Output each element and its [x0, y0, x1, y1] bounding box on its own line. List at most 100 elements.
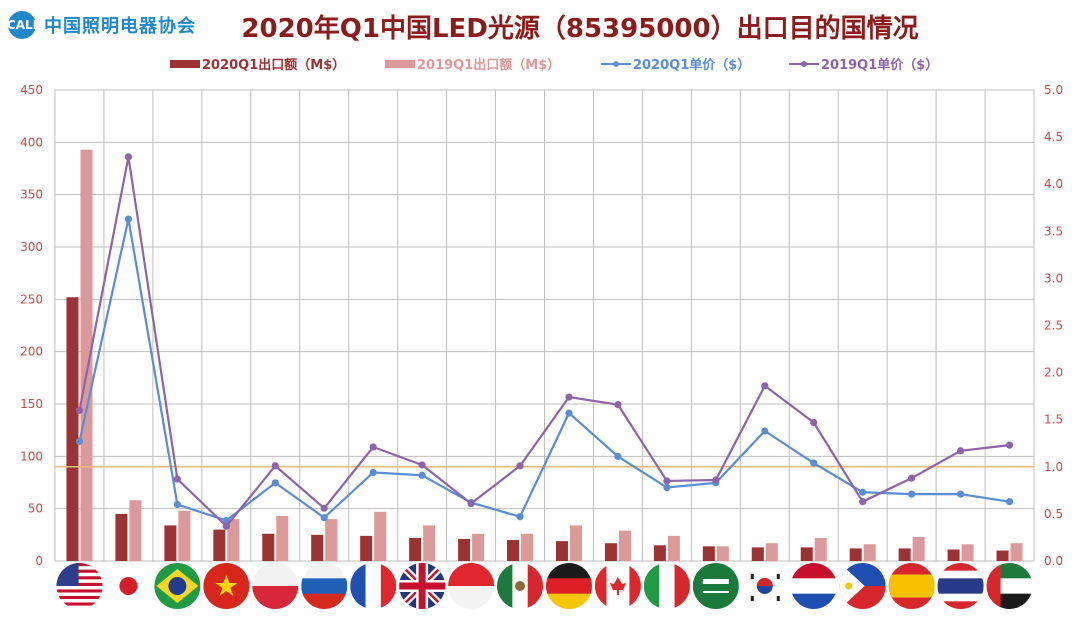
flag-part	[215, 575, 238, 596]
flag-part	[702, 579, 729, 584]
bar-2020	[213, 529, 226, 561]
point-2020	[859, 488, 867, 496]
flag-netherlands-icon	[790, 563, 837, 609]
flag-canada-icon	[594, 563, 641, 609]
point-2020	[1005, 498, 1014, 506]
flag-part	[350, 563, 367, 609]
point-2019	[1005, 441, 1014, 449]
flag-part	[937, 578, 984, 594]
flag-part	[56, 599, 103, 603]
flag-russia-icon	[301, 563, 348, 609]
flag-part	[56, 563, 103, 567]
bar-2019	[1010, 543, 1023, 561]
point-2019	[810, 418, 818, 427]
bar-2020	[898, 548, 911, 561]
flag-uae-icon	[986, 563, 1033, 609]
point-2019	[565, 393, 573, 401]
flag-part	[776, 574, 780, 579]
flag-part	[380, 563, 397, 609]
y-left-tick-label: 350	[20, 188, 43, 202]
flag-part	[56, 576, 103, 580]
bar-2020	[311, 534, 324, 561]
flag-part	[692, 563, 739, 609]
bar-2020	[653, 545, 666, 561]
flag-part	[776, 596, 780, 601]
flag-vietnam-icon	[203, 563, 250, 609]
bar-2020	[507, 540, 520, 561]
point-2020	[663, 483, 671, 492]
bar-2020	[409, 537, 422, 561]
flag-part	[56, 605, 103, 609]
bar-2020	[604, 543, 617, 561]
flag-part	[448, 563, 495, 587]
point-2020	[614, 452, 622, 461]
legend-marker-2	[613, 61, 619, 67]
bar-2020	[66, 297, 79, 561]
flag-part	[545, 593, 592, 609]
y-left-tick-label: 300	[20, 240, 43, 254]
bar-2019	[227, 519, 240, 561]
flag-part	[418, 563, 426, 609]
bar-2019	[618, 530, 631, 561]
flag-part	[545, 578, 592, 595]
flag-germany-icon	[545, 563, 592, 609]
flag-part	[756, 578, 773, 586]
point-2020	[75, 437, 84, 445]
flag-part	[609, 577, 626, 595]
bar-2020	[458, 539, 471, 561]
flag-part	[56, 592, 103, 596]
flag-uk-icon	[399, 563, 446, 609]
bar-2020	[751, 547, 764, 561]
point-2020	[956, 490, 965, 498]
bar-2020	[800, 547, 813, 561]
bar-2019	[80, 149, 93, 561]
point-2019	[75, 406, 84, 414]
flag-part	[888, 574, 935, 598]
flag-part	[674, 563, 690, 609]
point-2019	[222, 522, 230, 530]
flag-part	[790, 578, 837, 595]
flag-philippines-icon	[839, 563, 886, 609]
bar-2020	[262, 533, 275, 561]
point-2020	[565, 409, 573, 417]
flag-part	[301, 593, 348, 609]
flag-part	[56, 589, 103, 593]
y-left-tick-label: 450	[20, 83, 43, 97]
point-2019	[712, 476, 720, 484]
flag-part	[790, 593, 837, 609]
y-right-tick-label: 1.5	[1044, 413, 1063, 427]
flag-part	[301, 578, 348, 595]
y-right-tick-label: 2.0	[1044, 366, 1063, 380]
point-2019	[614, 401, 622, 409]
bar-2020	[555, 541, 568, 561]
flag-part	[750, 596, 754, 601]
bar-2020	[115, 513, 128, 561]
y-right-tick-label: 0.5	[1044, 507, 1063, 521]
point-2019	[369, 443, 377, 451]
flag-part	[497, 563, 513, 609]
legend-label-2: 2020Q1单价（$）	[633, 57, 750, 73]
flag-part	[448, 586, 495, 609]
chart-title: 2020年Q1中国LED光源（85395000）出口目的国情况	[241, 14, 919, 44]
y-left-tick-label: 50	[28, 502, 43, 516]
bar-2020	[360, 535, 373, 561]
bar-2019	[325, 519, 338, 561]
point-2020	[320, 514, 328, 522]
point-2019	[663, 477, 671, 485]
bar-2020	[996, 550, 1009, 561]
y-right-tick-label: 0.0	[1044, 554, 1063, 568]
flag-part	[527, 563, 544, 609]
flag-korea-icon	[741, 563, 788, 609]
flag-part	[252, 563, 299, 587]
flag-part	[629, 563, 641, 609]
point-2020	[418, 471, 426, 479]
flag-part	[790, 563, 837, 579]
flag-part	[845, 582, 853, 590]
bar-2019	[276, 515, 289, 561]
bar-2019	[765, 543, 778, 561]
y-left-tick-label: 100	[20, 449, 43, 463]
flag-part	[56, 602, 103, 606]
y-right-tick-label: 4.5	[1044, 130, 1063, 144]
flag-part	[252, 586, 299, 609]
point-2019	[124, 153, 133, 161]
